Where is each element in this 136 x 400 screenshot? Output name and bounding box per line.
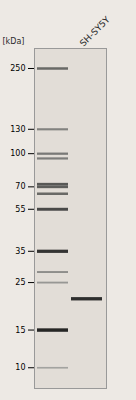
svg-text:55: 55: [15, 205, 25, 214]
svg-text:SH-SY5Y: SH-SY5Y: [78, 14, 112, 48]
svg-text:25: 25: [15, 278, 25, 287]
svg-text:100: 100: [10, 149, 25, 158]
svg-text:250: 250: [10, 64, 25, 73]
svg-text:10: 10: [15, 363, 25, 372]
svg-text:35: 35: [15, 247, 25, 256]
svg-text:15: 15: [15, 326, 25, 335]
svg-text:70: 70: [15, 182, 25, 191]
svg-text:[kDa]: [kDa]: [3, 37, 25, 46]
svg-text:130: 130: [10, 125, 25, 134]
